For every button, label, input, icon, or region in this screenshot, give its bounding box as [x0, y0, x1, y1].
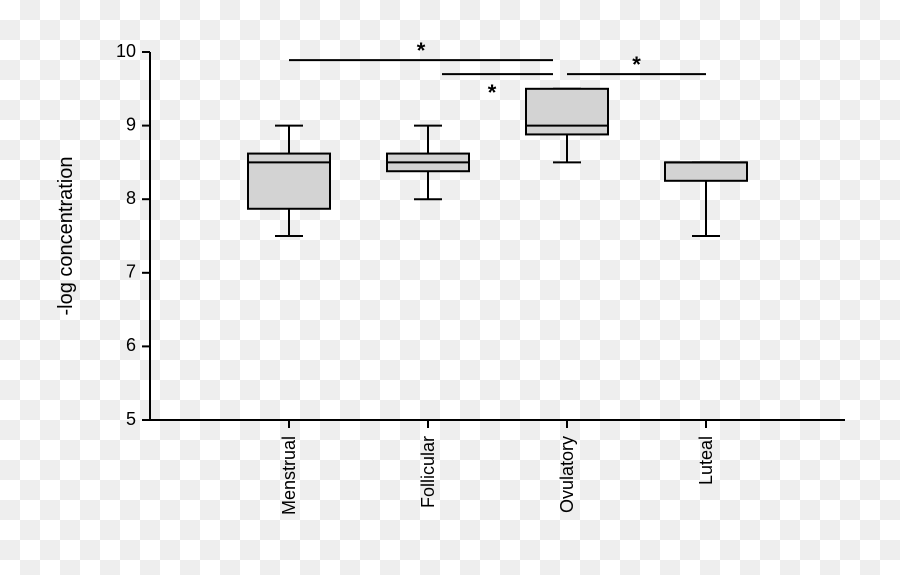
y-tick-label: 5	[126, 409, 136, 429]
y-tick-label: 6	[126, 335, 136, 355]
significance-label: *	[488, 80, 497, 105]
y-tick-label: 7	[126, 262, 136, 282]
x-tick-label: Menstrual	[279, 436, 299, 515]
y-tick-label: 10	[116, 41, 136, 61]
significance-label: *	[417, 38, 426, 63]
x-tick-label: Follicular	[418, 436, 438, 508]
significance-label: *	[632, 52, 641, 77]
box	[525, 87, 609, 136]
y-tick-label: 9	[126, 114, 136, 134]
x-tick-label: Ovulatory	[557, 436, 577, 513]
box	[664, 161, 748, 182]
x-tick-label: Luteal	[696, 436, 716, 485]
y-axis-label: -log concentration	[55, 157, 77, 316]
y-tick-label: 8	[126, 188, 136, 208]
